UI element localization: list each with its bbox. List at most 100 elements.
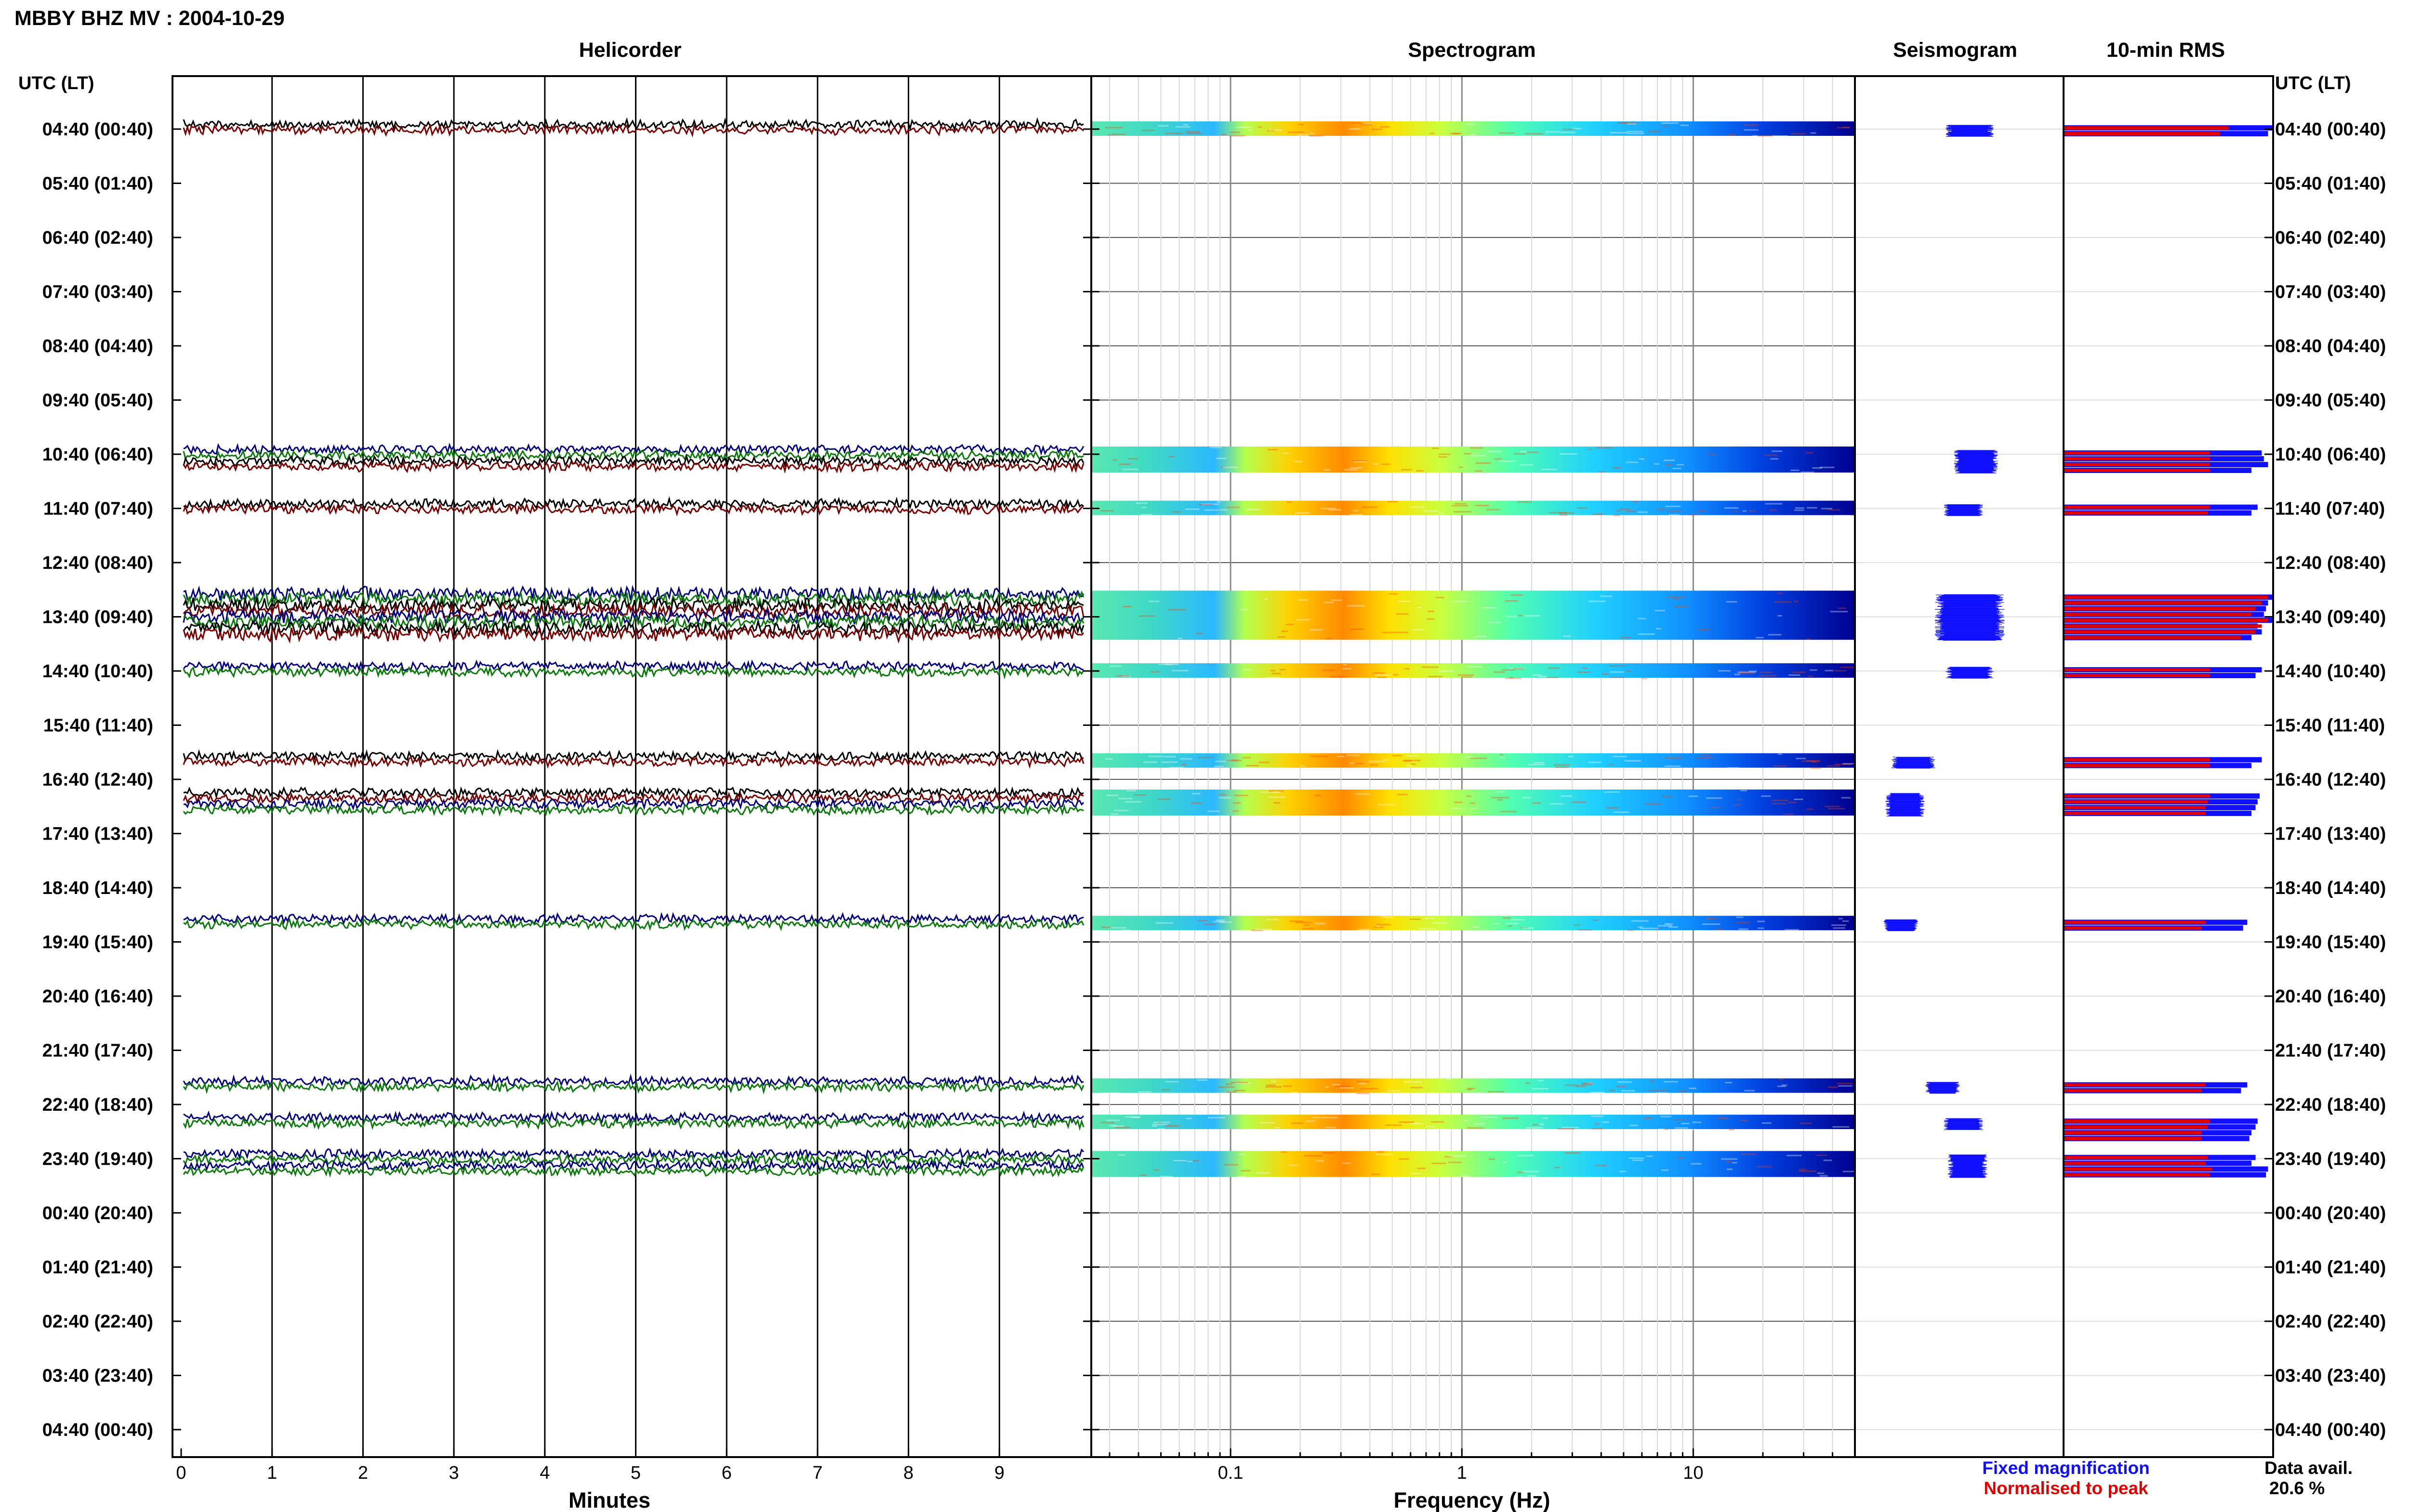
spectrogram-speckle: [1409, 918, 1421, 920]
helicorder-trace: [183, 1110, 1085, 1125]
spectrogram-speckle: [1609, 763, 1614, 765]
spectrogram-speckle: [1807, 675, 1814, 677]
spectrogram-speckle: [1380, 126, 1390, 128]
spectrogram-speckle: [1806, 638, 1811, 640]
spectrogram-speckle: [1627, 123, 1637, 125]
spectrogram-speckle: [1655, 610, 1666, 612]
spectrogram-speckle: [1169, 766, 1184, 768]
spectrogram-speckle: [1187, 1160, 1193, 1162]
spectrogram-speckle: [1744, 129, 1759, 131]
row-label-left: 14:40 (10:40): [42, 661, 153, 682]
spectrogram-speckle: [1350, 513, 1363, 515]
spectrogram-speckle: [1204, 923, 1216, 925]
spectrogram-speckle: [1702, 923, 1721, 925]
spectrogram-speckle: [1247, 130, 1253, 131]
spectrogram-speckle: [1363, 1092, 1373, 1094]
spectrogram-speckle: [1525, 1082, 1531, 1084]
spectrogram-speckle: [1748, 510, 1757, 512]
spectrogram-speckle: [1138, 1091, 1152, 1093]
spectrogram-speckle: [1448, 1161, 1462, 1163]
spectrogram-speckle: [1794, 799, 1803, 800]
spectrogram-speckle: [1279, 669, 1285, 671]
spectrogram-speckle: [1321, 508, 1337, 510]
spectrogram-speckle: [1289, 1164, 1299, 1166]
spectrogram-speckle: [1572, 128, 1582, 130]
spectrogram-speckle: [1323, 1152, 1336, 1154]
spectrogram-speckle: [1221, 466, 1226, 468]
spectrogram-speckle: [1513, 453, 1526, 455]
spectrogram-speckle: [1664, 765, 1681, 767]
spectrogram-speckle: [1748, 671, 1757, 672]
helicorder-trace: [183, 1157, 1085, 1172]
spectrogram-speckle: [1819, 1175, 1828, 1177]
spectrogram-speckle: [1238, 1176, 1246, 1177]
spectrogram-speckle: [1609, 677, 1625, 678]
spectrogram-speckle: [1475, 462, 1491, 464]
spectrogram-speckle: [1185, 131, 1200, 133]
spectrogram-speckle: [1224, 1164, 1238, 1166]
spectrogram-speckle: [1223, 466, 1239, 468]
rms-bar-normalised: [2065, 511, 2208, 515]
row-label-right: 00:40 (20:40): [2275, 1203, 2386, 1223]
spectrogram-speckle: [1191, 793, 1201, 795]
row-label-left: 05:40 (01:40): [42, 174, 153, 194]
spectrogram-speckle: [1606, 807, 1618, 809]
helicorder-xtick-label: 7: [812, 1463, 822, 1483]
spectrogram-speckle: [1819, 466, 1835, 468]
helicorder-panel: 0 1 2 3 4 5 6 7 8 9: [176, 76, 1085, 1483]
spectrogram-speckle: [1461, 676, 1473, 678]
row-label-right: 03:40 (23:40): [2275, 1366, 2386, 1386]
spectrogram-speckle: [1825, 670, 1833, 671]
spectrogram-speckle: [1430, 132, 1435, 134]
row-label-right: 16:40 (12:40): [2275, 770, 2386, 790]
spectrogram-speckle: [1559, 131, 1575, 133]
spectrogram-speckle: [1396, 613, 1409, 615]
spectrogram-speckle: [1604, 791, 1620, 793]
spectrogram-speckle: [1112, 459, 1118, 461]
spectrogram-speckle: [1596, 447, 1613, 449]
rms-bar-normalised: [2065, 926, 2202, 930]
spectrogram-speckle: [1632, 1159, 1643, 1161]
spectrogram-speckle: [1599, 513, 1604, 515]
spectrogram-speckle: [1431, 447, 1440, 449]
spectrogram-speckle: [1452, 807, 1462, 809]
spectrogram-speckle: [1664, 757, 1683, 759]
spectrogram-speckle: [1326, 638, 1332, 640]
spectrogram-speckle: [1162, 761, 1178, 763]
spectrogram-speckle: [1453, 511, 1471, 513]
spectrogram-speckle: [1502, 1117, 1519, 1119]
spectrogram-speckle: [1281, 1151, 1287, 1153]
spectrogram-speckle: [1616, 510, 1621, 512]
spectrogram-speckle: [1243, 669, 1251, 671]
row-label-left: 18:40 (14:40): [42, 878, 153, 898]
spectrogram-speckle: [1453, 132, 1462, 134]
helicorder-xtick-label: 5: [631, 1463, 641, 1483]
spectrogram-speckle: [1487, 450, 1502, 452]
spectrogram-speckle: [1158, 663, 1173, 665]
spectrogram-speckle: [1842, 920, 1849, 922]
spectrogram-speckle: [1667, 923, 1673, 925]
spectrogram-speckle: [1312, 1117, 1320, 1118]
spectrogram-speckle: [1602, 1121, 1609, 1123]
spectrogram-speckle: [1522, 1170, 1539, 1172]
spectrogram-speckle: [1414, 1122, 1420, 1124]
spectrogram-speckle: [1672, 468, 1681, 469]
spectrogram-speckle: [1324, 1127, 1336, 1129]
seismogram-panel: [1855, 125, 2064, 1430]
spectrogram-speckle: [1595, 1165, 1607, 1167]
helicorder-trace: [183, 601, 1085, 620]
panel-title-rms: 10-min RMS: [2106, 39, 2225, 62]
spectrogram-speckle: [1180, 758, 1192, 760]
spectrogram-speckle: [1157, 1122, 1163, 1124]
spectrogram-speckle: [1807, 507, 1817, 509]
spectrogram-speckle: [1832, 1126, 1850, 1128]
spectrogram-speckle: [1840, 666, 1855, 668]
spectrogram-speckle: [1266, 919, 1279, 920]
spectrogram-speckle: [1229, 135, 1245, 137]
spectrogram-speckle: [1559, 512, 1575, 514]
spectrogram-speckle: [1449, 1155, 1467, 1157]
spectrogram-speckle: [1468, 666, 1482, 668]
helicorder-trace: [183, 1116, 1085, 1131]
spectrogram-speckle: [1100, 1122, 1114, 1124]
spectrogram-speckle: [1508, 925, 1513, 927]
